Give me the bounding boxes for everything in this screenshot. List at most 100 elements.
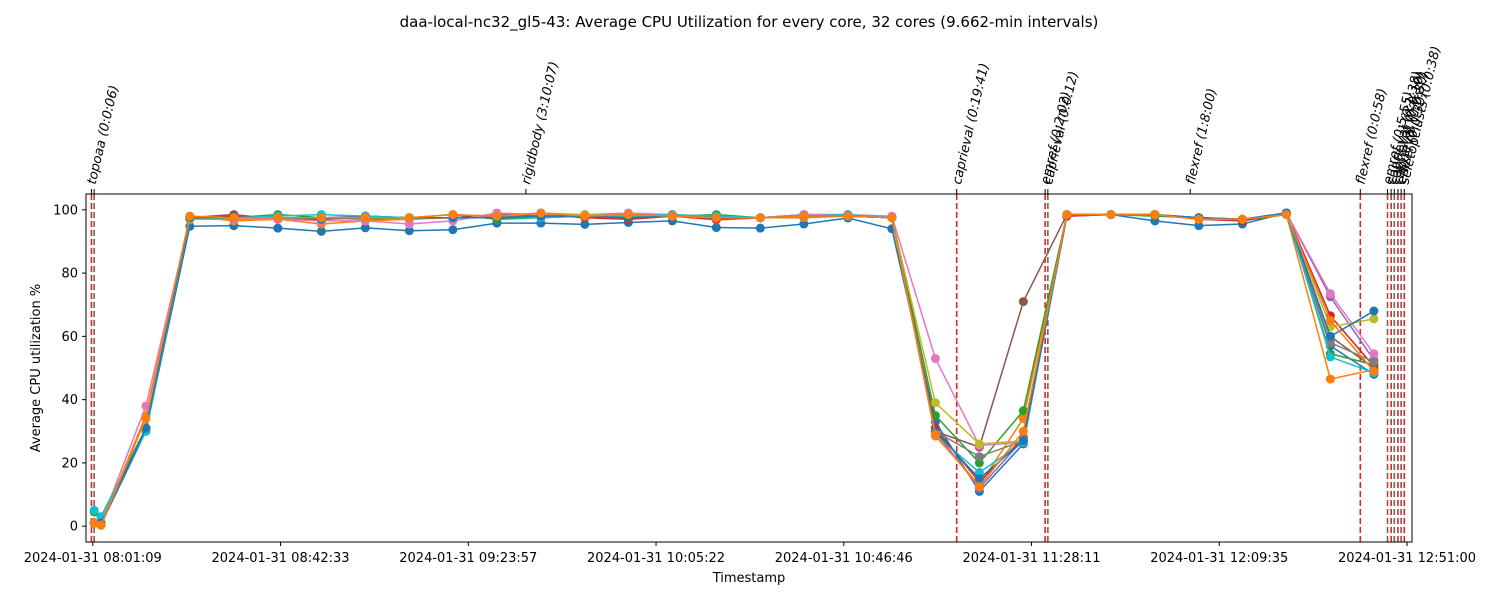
data-point — [492, 211, 502, 221]
y-tick-label: 40 — [61, 393, 78, 408]
data-point — [89, 518, 99, 528]
data-point — [96, 520, 106, 530]
data-point — [1150, 210, 1160, 220]
data-point — [1018, 426, 1028, 436]
data-point — [667, 211, 677, 221]
series-line-11 — [93, 212, 1375, 527]
data-point — [755, 223, 765, 233]
x-tick-label: 2024-01-31 12:09:35 — [1150, 551, 1288, 566]
data-point — [1194, 214, 1204, 224]
y-tick-label: 60 — [61, 330, 78, 345]
data-point — [1325, 289, 1335, 299]
data-point — [974, 439, 984, 449]
plot-frame — [85, 193, 1413, 543]
data-point — [930, 398, 940, 408]
data-point — [316, 226, 326, 236]
data-point — [1018, 436, 1028, 446]
data-point — [536, 208, 546, 218]
data-point — [1018, 406, 1028, 416]
data-point — [185, 211, 195, 221]
series-line-6 — [94, 212, 1375, 524]
series-line-10 — [94, 212, 1375, 524]
data-point — [1369, 357, 1379, 367]
data-point — [404, 219, 414, 229]
data-point — [404, 213, 414, 223]
series-line-5 — [94, 212, 1375, 524]
series-line-4 — [94, 212, 1375, 524]
y-axis: 0 20 40 60 80 100 — [53, 203, 86, 535]
series-line-1 — [93, 213, 1375, 527]
series-line-3 — [94, 212, 1375, 525]
y-tick-label: 20 — [61, 456, 78, 471]
data-point — [755, 213, 765, 223]
data-point — [1062, 210, 1072, 220]
y-tick-label: 0 — [70, 520, 78, 535]
data-point — [273, 213, 283, 223]
data-point — [974, 474, 984, 484]
series-line-9 — [93, 212, 1375, 518]
data-point — [1237, 214, 1247, 224]
data-point — [974, 482, 984, 492]
data-point — [930, 354, 940, 364]
data-point — [1325, 316, 1335, 326]
data-point — [1194, 221, 1204, 231]
data-point — [1369, 314, 1379, 324]
event-label: flexref (1:8:00) — [1184, 87, 1221, 186]
data-point — [1369, 349, 1379, 359]
x-tick-label: 2024-01-31 08:01:09 — [24, 551, 162, 566]
data-point — [448, 210, 458, 220]
data-point — [974, 458, 984, 468]
data-point — [887, 213, 897, 223]
x-tick-label: 2024-01-31 09:23:57 — [399, 551, 537, 566]
data-point — [623, 210, 633, 220]
series-line-7 — [94, 212, 1375, 524]
x-tick-label: 2024-01-31 12:51:00 — [1338, 551, 1476, 566]
data-point — [141, 414, 151, 424]
data-point — [1325, 331, 1335, 341]
data-point — [799, 219, 809, 229]
data-point — [404, 226, 414, 236]
event-label: caprieval (0:19:41) — [950, 62, 993, 186]
data-point — [799, 211, 809, 221]
data-point — [711, 213, 721, 223]
x-tick-label: 2024-01-31 10:46:46 — [775, 551, 913, 566]
data-point — [1325, 374, 1335, 384]
data-point — [1281, 210, 1291, 220]
series-line-2 — [93, 213, 1375, 518]
y-tick-label: 80 — [61, 267, 78, 282]
chart-title: daa-local-nc32_gl5-43: Average CPU Utili… — [400, 13, 1099, 32]
data-point — [974, 452, 984, 462]
event-label: topoaa (0:0:06) — [85, 84, 122, 186]
x-axis: 2024-01-31 08:01:09 2024-01-31 08:42:33 20… — [24, 542, 1476, 566]
x-axis-label: Timestamp — [712, 571, 786, 586]
data-point — [1325, 352, 1335, 362]
data-point — [1325, 338, 1335, 348]
series-line-8 — [94, 212, 1375, 524]
data-point — [1018, 297, 1028, 307]
data-point — [843, 211, 853, 221]
x-tick-label: 2024-01-31 10:05:22 — [587, 551, 725, 566]
data-point — [273, 223, 283, 233]
event-label: rigidbody (3:10:07) — [519, 60, 562, 186]
data-point — [711, 223, 721, 233]
data-point — [974, 467, 984, 477]
data-point — [360, 213, 370, 223]
data-point — [930, 429, 940, 439]
data-point — [316, 213, 326, 223]
x-tick-label: 2024-01-31 11:28:11 — [962, 551, 1100, 566]
data-point — [580, 219, 590, 229]
y-tick-label: 100 — [53, 203, 78, 218]
events-layer: topoaa (0:0:06) rigidbody (3:10:07) caprie… — [85, 45, 1444, 542]
event-label: caprieval (0:0:12) — [1041, 70, 1082, 186]
series-line-0 — [93, 212, 1375, 526]
data-point — [89, 505, 99, 515]
data-point — [360, 223, 370, 233]
data-point — [1106, 210, 1116, 220]
series-layer — [89, 208, 1379, 530]
x-tick-label: 2024-01-31 08:42:33 — [212, 551, 350, 566]
data-point — [1369, 306, 1379, 316]
data-point — [448, 225, 458, 235]
data-point — [1369, 366, 1379, 376]
